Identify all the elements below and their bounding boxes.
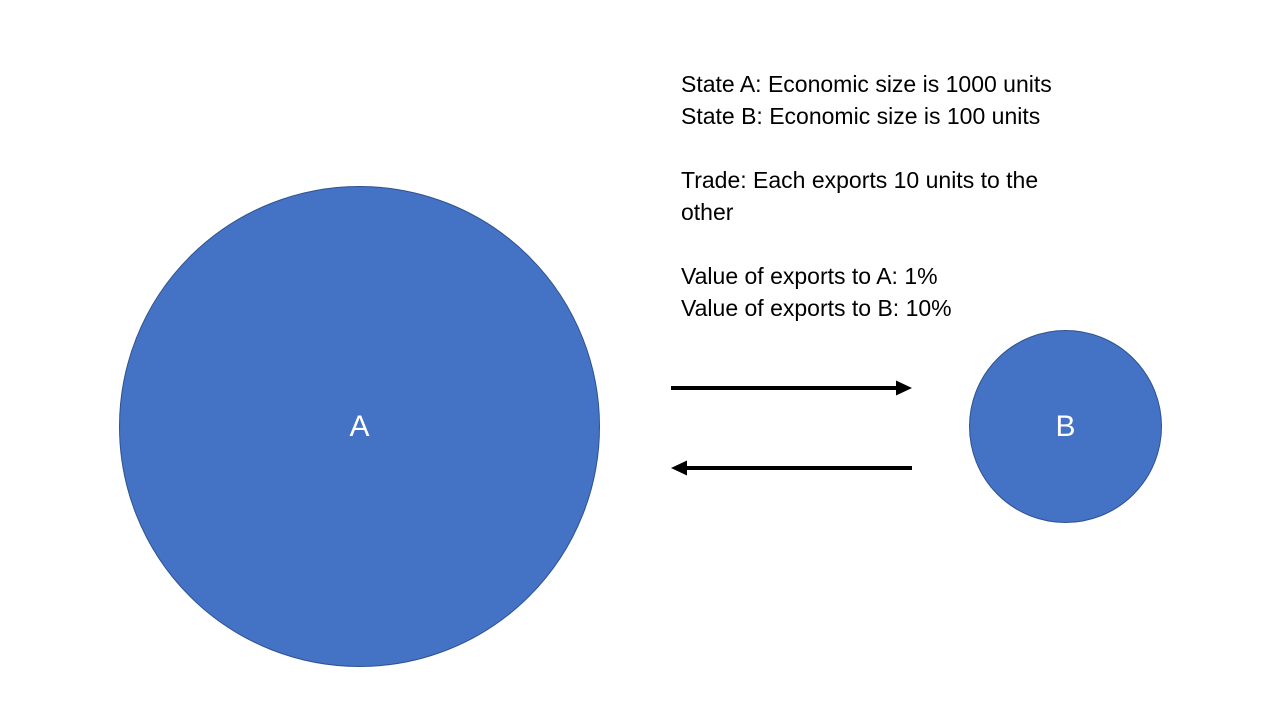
trade-text: Trade: Each exports 10 units to the othe… [681,167,1039,225]
arrow-b-to-a [671,460,912,476]
exports-to-b-text: Value of exports to B: 10% [681,295,952,321]
arrow-a-to-b [671,380,912,396]
state-a-size-text: State A: Economic size is 1000 units [681,71,1052,97]
state-a-circle: A [119,186,600,667]
exports-to-a-text: Value of exports to A: 1% [681,263,938,289]
state-b-size-text: State B: Economic size is 100 units [681,103,1041,129]
state-b-circle: B [969,330,1162,523]
info-text-block: State A: Economic size is 1000 units Sta… [681,68,1101,324]
state-b-label: B [1055,409,1076,443]
spacer [681,132,1101,164]
spacer [681,228,1101,260]
state-a-label: A [349,409,370,443]
